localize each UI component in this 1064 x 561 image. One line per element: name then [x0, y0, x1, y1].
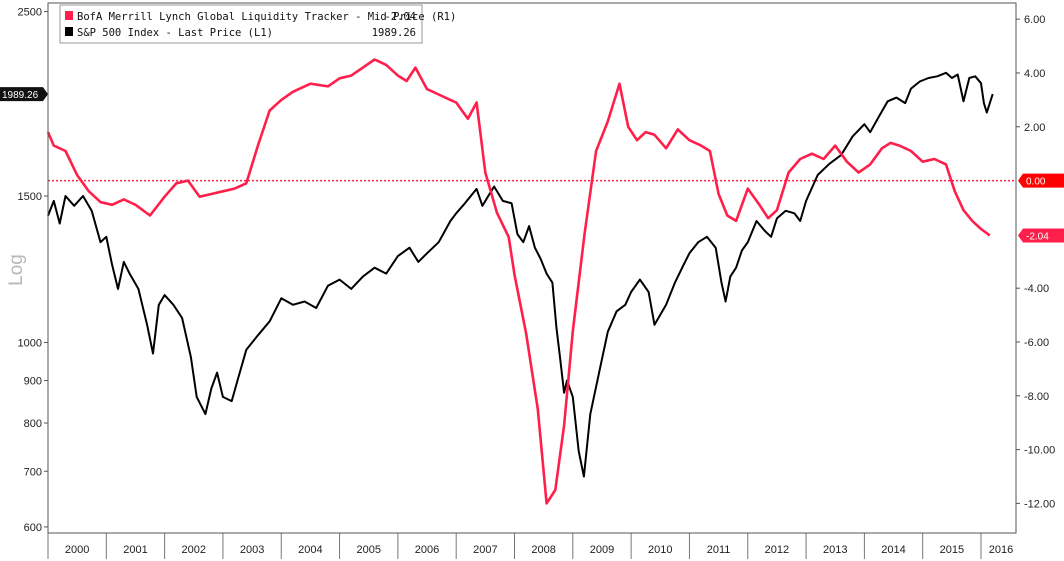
left-last-value-flag-shape: [0, 87, 48, 102]
right-tick-label: -10.00: [1024, 445, 1055, 457]
x-tick-label: 2001: [123, 544, 147, 556]
left-tick-label: 900: [24, 376, 42, 388]
legend-swatch-liquidity: [65, 11, 73, 20]
x-tick-label: 2004: [298, 544, 322, 556]
left-tick-label: 800: [24, 418, 42, 430]
x-axis: 2000 2001 2002 2003 2004 2005 2006 2007 2008 2009…: [47, 533, 1013, 559]
left-tick-label: 1500: [18, 191, 42, 203]
right-tick-label: 6.00: [1024, 14, 1045, 26]
left-last-value-flag-text: 1989.26: [2, 90, 39, 101]
legend-value-liquidity: -2.04: [384, 11, 416, 23]
left-tick-label: 2500: [18, 7, 42, 19]
x-tick-label: 2002: [182, 544, 206, 556]
right-axis: 6.00 4.00 2.00 -4.00 -6.00 -8.00 -10.00 -12.00: [1016, 14, 1055, 510]
right-last-value-flag-shape: [1018, 228, 1064, 243]
x-tick-label: 2015: [940, 544, 964, 556]
right-tick-label: -6.00: [1024, 337, 1049, 349]
x-tick-label: 2007: [473, 544, 497, 556]
x-tick-label: 2011: [707, 544, 731, 556]
left-tick-label: 1000: [18, 337, 42, 349]
right-tick-label: 2.00: [1024, 122, 1045, 134]
x-tick-label: 2012: [765, 544, 789, 556]
x-tick-label: 2005: [356, 544, 380, 556]
x-tick-label: 2014: [881, 544, 905, 556]
x-tick-label: 2013: [823, 544, 847, 556]
right-last-value-flag-text: -2.04: [1026, 231, 1049, 242]
right-tick-label: 4.00: [1024, 68, 1045, 80]
left-axis: 2500 1500 1000 900 800 700 600: [18, 7, 48, 534]
x-tick-label: 2003: [240, 544, 264, 556]
right-tick-label: -12.00: [1024, 498, 1055, 510]
x-tick-label: 2008: [531, 544, 555, 556]
left-axis-label: Log: [6, 254, 27, 286]
right-zero-flag-text: 0.00: [1026, 177, 1046, 188]
right-last-value-flag: -2.04: [1018, 228, 1064, 243]
legend-swatch-sp500: [65, 27, 73, 36]
right-zero-flag-shape: [1018, 173, 1064, 188]
right-tick-label: -8.00: [1024, 391, 1049, 403]
x-tick-label: 2006: [415, 544, 439, 556]
legend-label-liquidity: BofA Merrill Lynch Global Liquidity Trac…: [77, 11, 456, 23]
legend-label-sp500: S&P 500 Index - Last Price (L1): [77, 27, 273, 39]
x-tick-label: 2009: [590, 544, 614, 556]
right-tick-label: -4.00: [1024, 283, 1049, 295]
legend: BofA Merrill Lynch Global Liquidity Trac…: [59, 4, 456, 44]
series-line-liquidity-tracker: [46, 58, 991, 505]
x-tick-label: 2010: [648, 544, 672, 556]
legend-value-sp500: 1989.26: [372, 27, 416, 39]
x-tick-label: 2016: [989, 544, 1013, 556]
legend-entry-sp500: S&P 500 Index - Last Price (L1) 1989.26: [65, 27, 416, 39]
legend-box: [59, 4, 423, 44]
x-tick-label: 2000: [65, 544, 89, 556]
legend-entry-liquidity: BofA Merrill Lynch Global Liquidity Trac…: [65, 11, 456, 23]
left-tick-label: 700: [24, 466, 42, 478]
plot-frame: [47, 2, 1017, 534]
left-tick-label: 600: [24, 522, 42, 534]
series-line-sp500: [47, 71, 994, 478]
right-zero-flag: 0.00: [1018, 173, 1064, 188]
last-value-flags: 1989.26 0.00 -2.04: [0, 87, 1064, 243]
left-last-value-flag: 1989.26: [0, 87, 48, 102]
